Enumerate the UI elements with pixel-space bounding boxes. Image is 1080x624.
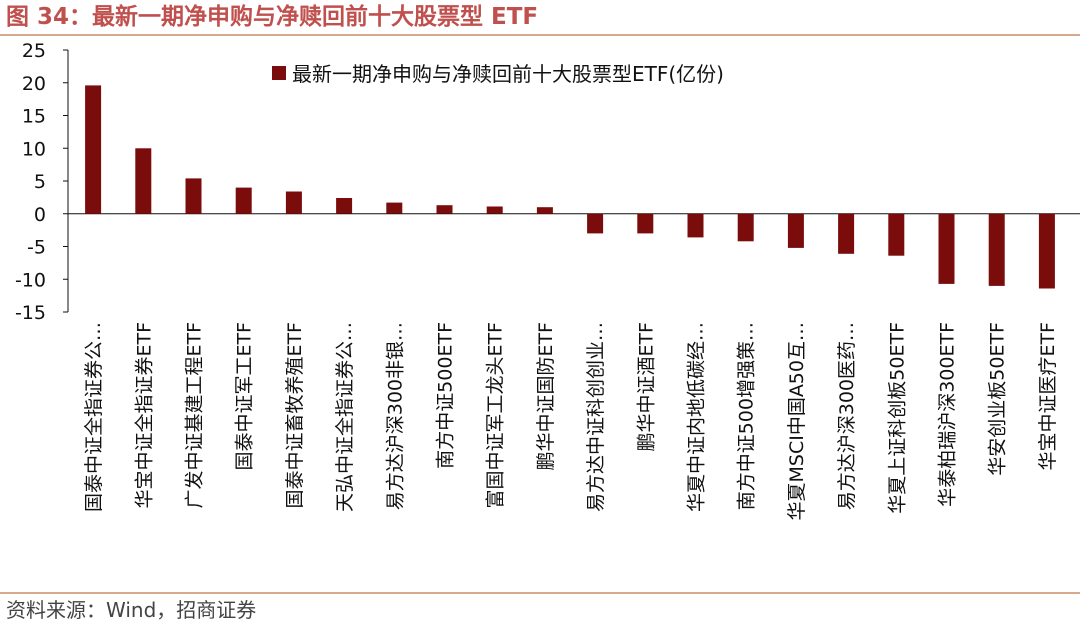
bar: [85, 85, 102, 214]
category-label: 华安创业板50ETF: [987, 322, 1009, 476]
title-divider: [0, 34, 1080, 36]
bar: [587, 213, 604, 234]
category-label: 富国中证军工龙头ETF: [485, 322, 507, 509]
bar: [185, 178, 202, 214]
bar: [687, 213, 704, 238]
category-label: 鹏华中证国防ETF: [535, 322, 557, 471]
y-axis: 25 20 15 10 5 0 -5 -10 -15: [15, 40, 1080, 324]
bar: [637, 213, 654, 234]
bar: [235, 187, 252, 214]
source-note: 资料来源：Wind，招商证券: [6, 598, 257, 622]
y-tick-label: 5: [34, 171, 46, 193]
category-label: 华夏上证科创板50ETF: [886, 322, 908, 514]
x-axis-labels: 国泰中证全指证券公… 华宝中证全指证券ETF 广发中证基建工程ETF 国泰中证军工ET…: [83, 322, 1059, 521]
category-label: 国泰中证军工ETF: [234, 322, 256, 471]
category-label: 国泰中证全指证券公…: [83, 322, 105, 512]
legend: 最新一期净申购与净赎回前十大股票型ETF(亿份): [272, 62, 724, 86]
y-tick-label: 15: [22, 106, 46, 128]
category-label: 易方达中证科创创业…: [585, 322, 607, 512]
y-tick-label: 25: [22, 40, 46, 62]
y-tick-label: -15: [15, 302, 46, 324]
category-label: 天弘中证全指证券公…: [334, 322, 356, 512]
category-label: 国泰中证畜牧养殖ETF: [284, 322, 306, 509]
category-label: 华宝中证全指证券ETF: [133, 322, 155, 509]
category-label: 广发中证基建工程ETF: [184, 322, 206, 509]
footer-divider: [0, 592, 1080, 594]
category-label: 南方中证500增强策…: [736, 322, 758, 510]
category-label: 南方中证500ETF: [435, 322, 457, 469]
bar-chart: 25 20 15 10 5 0 -5 -10 -15 国泰中证全指证券公… 华宝中证全指证券ETF…: [15, 40, 1080, 521]
bar: [386, 202, 403, 214]
bar: [838, 213, 855, 254]
y-tick-label: -5: [27, 237, 46, 259]
bar: [938, 213, 955, 284]
bars: [85, 85, 1055, 289]
category-label: 鹏华中证酒ETF: [635, 322, 657, 452]
category-label: 华夏中证内地低碳经…: [686, 322, 708, 512]
category-label: 易方达沪深300医药…: [836, 322, 858, 510]
y-tick-label: 0: [34, 204, 46, 226]
category-label: 易方达沪深300非银…: [384, 322, 406, 510]
bar: [135, 148, 152, 214]
y-tick-label: 20: [22, 73, 46, 95]
bar: [336, 198, 353, 214]
category-label: 华泰柏瑞沪深300ETF: [937, 322, 959, 507]
bar: [988, 213, 1005, 286]
bar: [787, 213, 804, 248]
legend-label: 最新一期净申购与净赎回前十大股票型ETF(亿份): [292, 62, 724, 86]
figure-title: 图 34：最新一期净申购与净赎回前十大股票型 ETF: [6, 4, 539, 30]
bar: [1038, 213, 1055, 289]
y-tick-label: -10: [15, 269, 46, 291]
bar: [285, 191, 302, 214]
bar: [536, 207, 553, 214]
bar: [486, 206, 503, 214]
category-label: 华宝中证医疗ETF: [1037, 322, 1059, 471]
bar: [436, 205, 453, 214]
y-tick-label: 10: [22, 138, 46, 160]
bar: [737, 213, 754, 242]
legend-swatch: [272, 66, 286, 80]
category-label: 华夏MSCI中国A50互…: [786, 322, 808, 521]
bar: [888, 213, 905, 256]
